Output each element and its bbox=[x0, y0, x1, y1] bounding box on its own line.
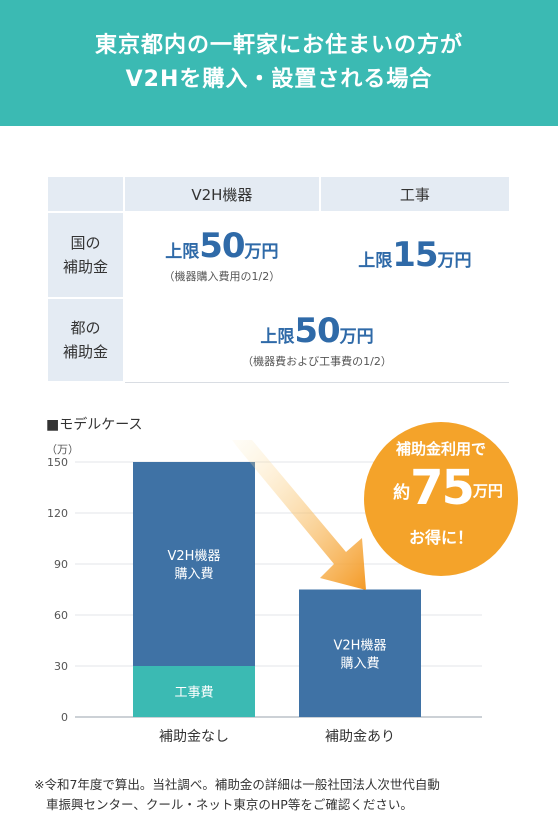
footnote: ※令和7年度で算出。当社調べ。補助金の詳細は一般社団法人次世代自動 車振興センタ… bbox=[34, 775, 534, 815]
y-axis-ticks: 0 30 60 90 120 150 bbox=[47, 456, 68, 724]
x-axis-labels: 補助金なし 補助金あり bbox=[159, 729, 395, 745]
row-header-tokyo-line1: 都の bbox=[70, 319, 101, 337]
badge-unit: 万円 bbox=[472, 482, 503, 500]
amount-number: 50 bbox=[199, 226, 245, 266]
y-tick-label: 60 bbox=[54, 609, 68, 622]
table-header-work: 工事 bbox=[318, 175, 512, 213]
y-tick-label: 150 bbox=[47, 456, 68, 469]
amount-number: 15 bbox=[392, 235, 438, 275]
amount-prefix: 上限 bbox=[165, 242, 200, 262]
bar-segment-label: V2H機器 bbox=[334, 638, 387, 653]
badge-prefix: 約 bbox=[393, 483, 411, 503]
y-tick-label: 0 bbox=[61, 711, 68, 724]
amount-unit: 万円 bbox=[339, 327, 374, 348]
bar-segment bbox=[133, 666, 255, 717]
y-tick-label: 120 bbox=[47, 507, 68, 520]
footnote-line1: ※令和7年度で算出。当社調べ。補助金の詳細は一般社団法人次世代自動 bbox=[34, 777, 440, 792]
table-row-national: 国の 補助金 上限50万円 （機器購入費用の1/2） 上限15万円 bbox=[46, 211, 512, 299]
amount-prefix: 上限 bbox=[358, 251, 393, 271]
row-header-tokyo: 都の 補助金 bbox=[46, 297, 125, 383]
row-header-national-line1: 国の bbox=[70, 234, 101, 252]
row-header-national-line2: 補助金 bbox=[62, 258, 108, 276]
header-title-line2: V2Hを購入・設置される場合 bbox=[125, 67, 433, 92]
bar-segment bbox=[133, 462, 255, 666]
cell-tokyo: 上限50万円 （機器費および工事費の1/2） bbox=[123, 297, 511, 383]
savings-badge: 補助金利用で 約75万円 お得に！ bbox=[364, 422, 518, 576]
badge-number: 75 bbox=[410, 460, 475, 516]
row-header-tokyo-line2: 補助金 bbox=[62, 343, 108, 361]
table-header-device: V2H機器 bbox=[123, 175, 321, 213]
badge-line3: お得に！ bbox=[408, 528, 473, 547]
savings-arrow bbox=[232, 440, 366, 590]
amount-number: 50 bbox=[294, 311, 340, 352]
footnote-line2: 車振興センター、クール・ネット東京のHP等をご確認ください。 bbox=[46, 797, 413, 812]
table-corner-cell bbox=[46, 175, 125, 213]
cell-national-device: 上限50万円 （機器購入費用の1/2） bbox=[123, 211, 321, 299]
bar-segment bbox=[299, 589, 421, 717]
amount-unit: 万円 bbox=[244, 242, 279, 262]
table-header-row: V2H機器 工事 bbox=[46, 175, 512, 213]
amount-tokyo: 上限50万円 bbox=[125, 311, 509, 351]
bar-segment-label: 購入費 bbox=[340, 656, 379, 671]
note-tokyo: （機器費および工事費の1/2） bbox=[242, 355, 392, 369]
amount-national-work: 上限15万円 bbox=[321, 235, 509, 275]
bar-segment-label: V2H機器 bbox=[168, 549, 221, 564]
amount-unit: 万円 bbox=[437, 251, 472, 271]
note-national-device: （機器購入費用の1/2） bbox=[163, 270, 281, 283]
amount-prefix: 上限 bbox=[260, 327, 295, 348]
x-tick-label: 補助金あり bbox=[325, 729, 395, 745]
model-case-title: ■モデルケース bbox=[46, 417, 143, 433]
bar-segment-label: 購入費 bbox=[174, 567, 213, 582]
y-axis-unit-label: （万） bbox=[46, 443, 79, 456]
header-banner: 東京都内の一軒家にお住まいの方が V2Hを購入・設置される場合 bbox=[0, 0, 558, 126]
y-tick-label: 30 bbox=[54, 660, 68, 673]
badge-line1: 補助金利用で bbox=[395, 440, 486, 458]
cell-national-work: 上限15万円 bbox=[318, 211, 512, 299]
amount-national-device: 上限50万円 bbox=[125, 226, 319, 266]
bar-chart: 0306090120150 工事費V2H機器購入費V2H機器購入費 補助金なし補… bbox=[47, 440, 482, 745]
subsidy-table: V2H機器 工事 国の 補助金 上限50万円 （機器購入費用の1/2） 上限15… bbox=[46, 175, 512, 383]
badge-amount: 約75万円 bbox=[364, 460, 518, 516]
bar-segment-label: 工事費 bbox=[174, 686, 213, 701]
table-row-tokyo: 都の 補助金 上限50万円 （機器費および工事費の1/2） bbox=[46, 297, 511, 383]
y-tick-label: 90 bbox=[54, 558, 68, 571]
x-tick-label: 補助金なし bbox=[159, 729, 229, 745]
header-title-line1: 東京都内の一軒家にお住まいの方が bbox=[94, 33, 463, 58]
row-header-national: 国の 補助金 bbox=[46, 211, 125, 299]
